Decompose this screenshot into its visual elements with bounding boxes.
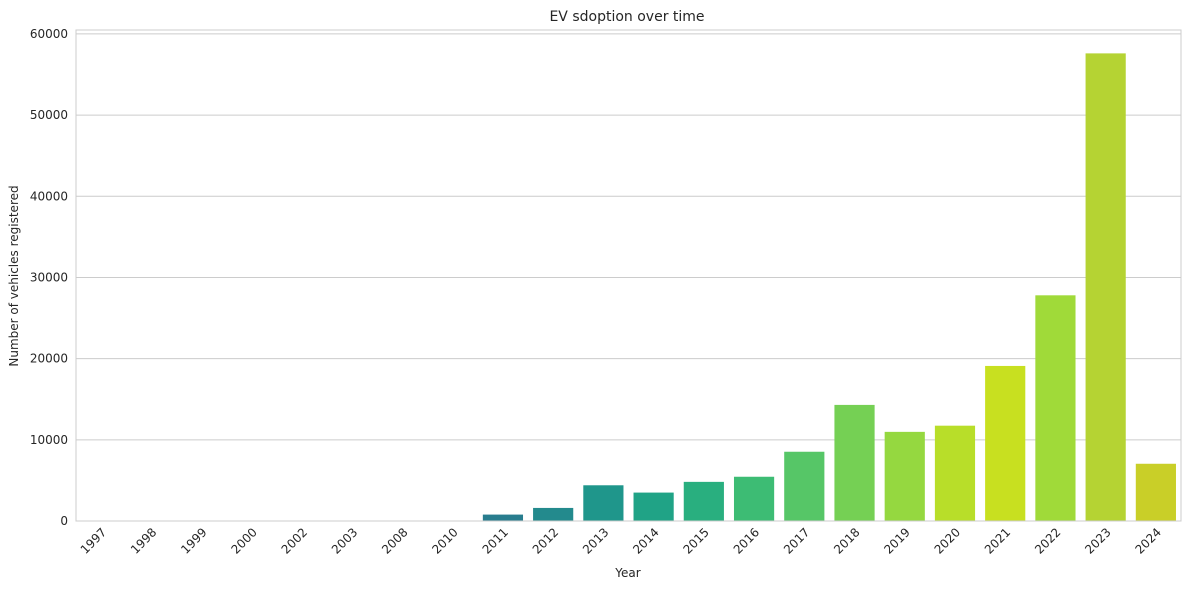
y-tick-label: 30000 [30, 270, 68, 284]
bar-2024 [1135, 463, 1176, 521]
y-tick-label: 20000 [30, 352, 68, 366]
x-tick-labels: 1997 1998 1999 2000 2002 2003 2008 2010 2011 2012… [78, 525, 1164, 556]
x-tick-label: 2011 [480, 525, 511, 556]
x-tick-label: 2008 [379, 525, 410, 556]
x-tick-label: 2023 [1082, 525, 1113, 556]
x-tick-label: 2015 [680, 525, 711, 556]
x-tick-label: 2012 [530, 525, 561, 556]
bar-2020 [934, 425, 976, 521]
y-tick-label: 40000 [30, 189, 68, 203]
x-tick-label: 2018 [831, 525, 862, 556]
y-axis-label: Number of vehicles registered [7, 185, 21, 366]
bar-2021 [985, 365, 1026, 521]
bar-2017 [784, 451, 825, 521]
bar-2016 [733, 476, 775, 521]
x-axis-label: Year [614, 566, 640, 580]
bar-2023 [1085, 53, 1126, 521]
x-tick-label: 2021 [982, 525, 1013, 556]
y-tick-labels: 0 10000 20000 30000 40000 50000 60000 [30, 27, 68, 528]
x-tick-label: 2016 [731, 525, 762, 556]
x-tick-label: 2024 [1133, 525, 1164, 556]
bar-2018 [834, 404, 875, 521]
x-tick-label: 2000 [228, 525, 259, 556]
plot-frame [75, 29, 1182, 522]
x-tick-label: 2013 [580, 525, 611, 556]
bar-2019 [884, 431, 925, 521]
x-tick-label: 2002 [279, 525, 310, 556]
y-tick-label: 10000 [30, 433, 68, 447]
x-tick-label: 2014 [630, 525, 661, 556]
bar-layer [81, 53, 1176, 521]
x-tick-label: 2020 [932, 525, 963, 556]
y-tick-label: 0 [60, 514, 68, 528]
x-tick-label: 1997 [78, 525, 109, 556]
bar-2014 [633, 492, 674, 521]
bar-2022 [1035, 295, 1076, 521]
x-tick-label: 2003 [329, 525, 360, 556]
x-tick-label: 1999 [178, 525, 209, 556]
chart-title: EV sdoption over time [549, 9, 704, 25]
x-tick-label: 2022 [1032, 525, 1063, 556]
x-tick-label: 1998 [128, 525, 159, 556]
x-tick-label: 2010 [429, 525, 460, 556]
grid-layer [76, 33, 1181, 522]
bar-2011 [482, 514, 524, 521]
bar-2013 [583, 485, 624, 521]
x-tick-label: 2019 [881, 525, 912, 556]
y-tick-label: 50000 [30, 108, 68, 122]
bar-2015 [683, 481, 724, 521]
bar-2012 [533, 507, 574, 521]
x-tick-label: 2017 [781, 525, 812, 556]
y-tick-label: 60000 [30, 27, 68, 41]
